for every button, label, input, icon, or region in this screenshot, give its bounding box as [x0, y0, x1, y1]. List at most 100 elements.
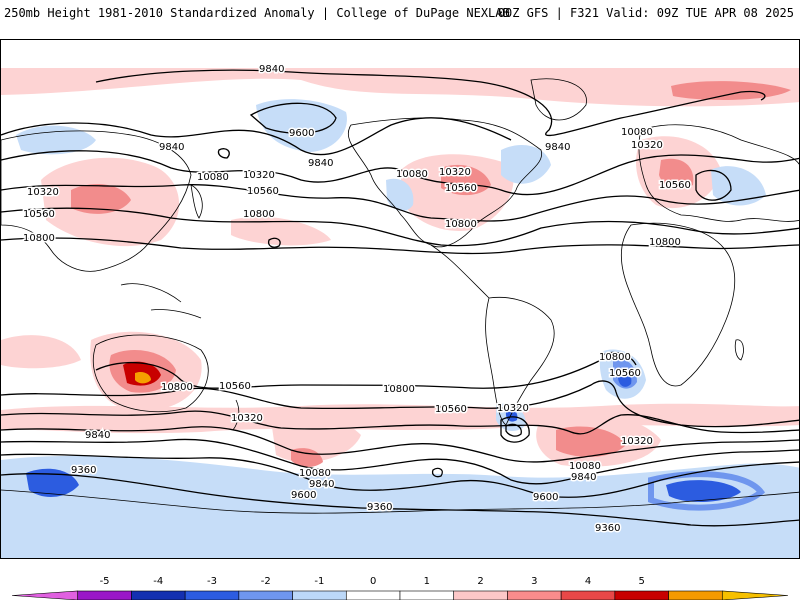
positive-anomaly-southern-ocean-strip [1, 403, 799, 434]
greenland-outline [530, 78, 587, 121]
positive-anomaly-south-pacific-core [291, 448, 323, 468]
colorbar-tick-label: -3 [207, 576, 217, 587]
positive-anomaly-australia-core [135, 371, 151, 384]
contour-label: 10800 [383, 384, 415, 395]
contour-label: 10080 [396, 169, 428, 180]
contour-label: 10800 [243, 209, 275, 220]
contour-9840-npac [1, 117, 512, 156]
contour-sh-small-loop [431, 467, 443, 478]
contour-label: 10560 [659, 180, 691, 191]
south-america-outline [485, 296, 555, 426]
colorbar-tick-label: 5 [639, 576, 645, 587]
model-run-info: 00Z GFS | F321 Valid: 09Z TUE APR 08 202… [497, 6, 794, 20]
colorbar-tick-label: 2 [477, 576, 483, 587]
negative-anomaly-antarctic-east-ring [648, 471, 766, 511]
colorbar-segment [238, 590, 293, 600]
contour-label: 10080 [569, 461, 601, 472]
contour-9840-arctic [95, 69, 766, 137]
madagascar-outline [734, 339, 744, 361]
positive-anomaly-south-atlantic-core [556, 426, 626, 457]
negative-anomaly-antarctic-west-core [26, 468, 79, 497]
contour-label: 9840 [159, 142, 184, 153]
contour-label: 9840 [545, 142, 570, 153]
colorbar-segment [184, 590, 240, 600]
positive-anomaly-arctic [1, 68, 799, 107]
colorbar-segment [453, 590, 508, 600]
contour-label: 9360 [595, 523, 620, 534]
europe-outline [638, 124, 799, 222]
negative-anomaly-antarctic-east-core [666, 480, 741, 502]
contour-9600-npac [249, 102, 337, 134]
contour-label: 9840 [571, 472, 596, 483]
contour-10080-mid [1, 150, 799, 196]
colorbar-segment [11, 590, 79, 600]
contour-10080-sh [1, 426, 799, 463]
contour-label: 10560 [445, 183, 477, 194]
contour-eu-low [695, 169, 732, 201]
contour-label: 10080 [197, 172, 229, 183]
colorbar-segment [131, 590, 186, 600]
positive-anomaly-europe-core [659, 158, 694, 189]
anomaly-colorbar: -5 -4 -3 -2 -1 0 1 2 3 4 5 [11, 576, 789, 600]
contour-label: 10320 [231, 413, 263, 424]
colorbar-segment [721, 590, 789, 600]
colorbar-tick-label: 4 [585, 576, 591, 587]
contour-label: 10080 [299, 468, 331, 479]
contour-label: 10800 [23, 233, 55, 244]
colorbar-segment [77, 590, 132, 600]
colorbar-segment [507, 590, 562, 600]
contour-sh-low-cape-horn [500, 416, 530, 443]
japan-outline [190, 184, 203, 219]
colorbar-segments [11, 590, 789, 600]
colorbar-tick-label: 0 [370, 576, 376, 587]
contour-label: 10320 [439, 167, 471, 178]
colorbar-tick-labels: -5 -4 -3 -2 -1 0 1 2 3 4 5 [100, 576, 645, 587]
contour-10560-mid [1, 207, 799, 247]
contour-sh-low-cape-horn-inner [505, 423, 522, 437]
negative-anomaly-west-pacific [16, 125, 96, 155]
contour-label: 10800 [649, 237, 681, 248]
contour-label: 10320 [621, 436, 653, 447]
colorbar-segment [668, 590, 723, 600]
colorbar-segment [292, 590, 347, 600]
contour-label: 9360 [71, 465, 96, 476]
africa-outline [620, 222, 736, 387]
negative-anomaly-antarctic-strip [1, 455, 799, 558]
contour-label: 9600 [289, 128, 314, 139]
contour-label: 10560 [219, 381, 251, 392]
contour-label: 9600 [291, 490, 316, 501]
positive-anomaly-indian-ocean [1, 335, 81, 369]
contour-label: 9840 [259, 64, 284, 75]
colorbar-segment [345, 590, 401, 600]
colorbar-tick-label: -4 [153, 576, 163, 587]
positive-anomaly-arctic-strong [671, 81, 791, 100]
contour-label: 10560 [247, 186, 279, 197]
negative-anomaly-north-pacific [256, 99, 347, 152]
colorbar-segment [614, 590, 669, 600]
colorbar-tick-label: -1 [314, 576, 324, 587]
contour-10800-subtropic [1, 237, 799, 255]
contour-label: 10320 [631, 140, 663, 151]
colorbar-segment [560, 590, 616, 600]
contour-10800-sh-aus [95, 359, 602, 389]
contour-label: 10080 [621, 127, 653, 138]
contour-label: 9600 [533, 492, 558, 503]
map-title: 250mb Height 1981-2010 Standardized Anom… [4, 6, 510, 20]
contour-10320-mid [1, 184, 799, 222]
contour-label: 10800 [445, 219, 477, 230]
contour-label: 10560 [609, 368, 641, 379]
central-america-outline [430, 244, 490, 299]
colorbar-segment [399, 590, 455, 600]
negative-anomaly-south-africa-core [618, 369, 632, 387]
contour-label: 10320 [497, 403, 529, 414]
contour-label: 9840 [309, 479, 334, 490]
contour-small-high-asia [217, 148, 230, 159]
positive-anomaly-east-asia-core [71, 184, 131, 214]
contour-9840-sh [1, 438, 799, 485]
contour-9360-sh [1, 473, 799, 527]
positive-anomaly-north-america-core [441, 164, 491, 196]
contour-label: 10800 [599, 352, 631, 363]
negative-anomaly-west-us [386, 178, 414, 212]
contour-10320-sh [1, 410, 799, 435]
new-zealand-outline [232, 399, 240, 431]
